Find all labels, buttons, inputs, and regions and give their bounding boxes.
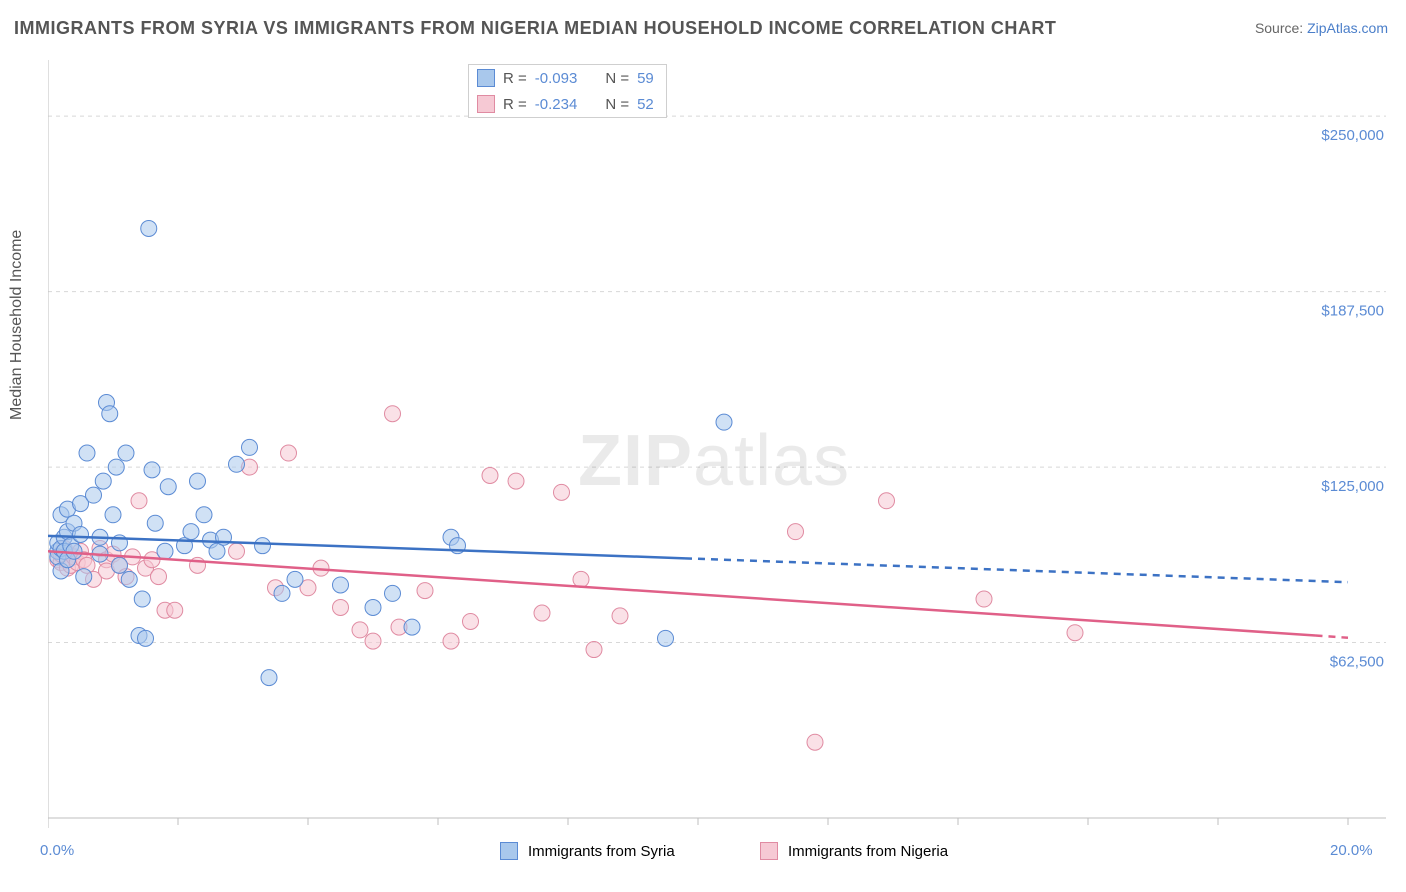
- x-tick-max: 20.0%: [1330, 842, 1373, 859]
- legend-swatch-syria-bottom: [500, 842, 518, 860]
- r-label: R =: [503, 96, 527, 113]
- legend-swatch-nigeria-bottom: [760, 842, 778, 860]
- legend-row-nigeria: R = -0.234 N = 52: [469, 91, 666, 117]
- n-value-syria: 59: [637, 70, 654, 87]
- series-legend-syria: Immigrants from Syria: [500, 842, 675, 860]
- chart-svg: $62,500 $125,000 $187,500 $250,000: [48, 60, 1388, 830]
- svg-text:$187,500: $187,500: [1321, 303, 1384, 320]
- series-legend-nigeria: Immigrants from Nigeria: [760, 842, 948, 860]
- legend-row-syria: R = -0.093 N = 59: [469, 65, 666, 91]
- svg-text:$125,000: $125,000: [1321, 478, 1384, 495]
- y-axis-label: Median Household Income: [8, 230, 26, 420]
- n-label: N =: [605, 96, 629, 113]
- x-tick-min: 0.0%: [40, 842, 74, 859]
- source-link[interactable]: ZipAtlas.com: [1307, 20, 1388, 36]
- r-value-nigeria: -0.234: [535, 96, 578, 113]
- n-label: N =: [605, 70, 629, 87]
- legend-label-nigeria: Immigrants from Nigeria: [788, 843, 948, 860]
- svg-text:$250,000: $250,000: [1321, 127, 1384, 144]
- correlation-legend: R = -0.093 N = 59 R = -0.234 N = 52: [468, 64, 667, 118]
- source-attribution: Source: ZipAtlas.com: [1255, 20, 1388, 36]
- r-label: R =: [503, 70, 527, 87]
- legend-label-syria: Immigrants from Syria: [528, 843, 675, 860]
- legend-swatch-syria: [477, 69, 495, 87]
- r-value-syria: -0.093: [535, 70, 578, 87]
- svg-text:$62,500: $62,500: [1330, 654, 1384, 671]
- source-label: Source:: [1255, 20, 1307, 36]
- n-value-nigeria: 52: [637, 96, 654, 113]
- chart-plot-area: $62,500 $125,000 $187,500 $250,000 R = -0.0…: [48, 60, 1388, 830]
- chart-title: IMMIGRANTS FROM SYRIA VS IMMIGRANTS FROM…: [14, 18, 1056, 39]
- legend-swatch-nigeria: [477, 95, 495, 113]
